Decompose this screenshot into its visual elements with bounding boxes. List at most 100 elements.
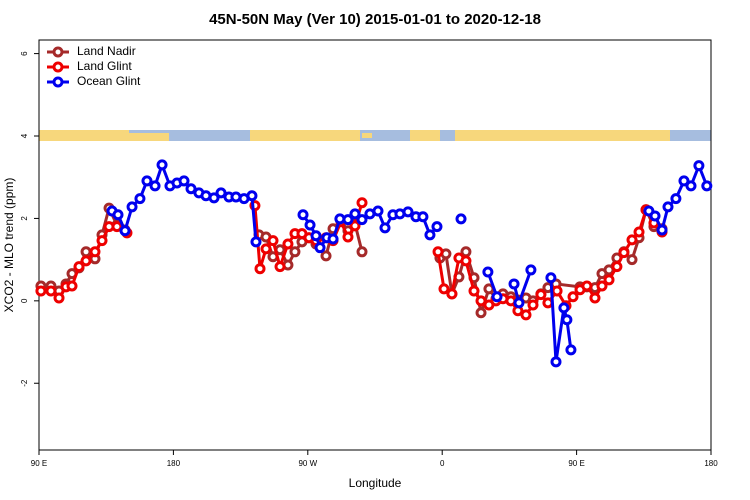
data-point [45, 285, 57, 297]
data-point [372, 205, 384, 217]
data-point [545, 272, 557, 284]
data-point [685, 180, 697, 192]
x-tick-label: 180 [704, 459, 718, 468]
legend-label: Ocean Glint [77, 74, 141, 88]
data-point [274, 261, 286, 273]
data-point [513, 297, 525, 309]
data-point [491, 291, 503, 303]
data-point [246, 190, 258, 202]
data-point [446, 288, 458, 300]
data-point [134, 193, 146, 205]
data-point [349, 220, 361, 232]
data-point [455, 213, 467, 225]
data-point [356, 214, 368, 226]
y-tick-label: -2 [20, 379, 29, 387]
data-point [432, 246, 444, 258]
data-point [626, 254, 638, 266]
data-point [260, 243, 272, 255]
data-point [618, 247, 630, 259]
plot-frame [38, 39, 712, 451]
data-point [356, 197, 368, 209]
x-tick-label: 90 W [298, 459, 317, 468]
data-point [66, 280, 78, 292]
y-tick-label: 0 [20, 298, 29, 303]
data-point [35, 285, 47, 297]
data-point [289, 246, 301, 258]
data-point [596, 280, 608, 292]
data-point [527, 299, 539, 311]
data-point [542, 297, 554, 309]
data-point [89, 246, 101, 258]
data-point [156, 159, 168, 171]
data-point [701, 180, 713, 192]
data-point [475, 295, 487, 307]
data-point [424, 229, 436, 241]
data-point [417, 211, 429, 223]
y-tick-label: 4 [20, 133, 29, 138]
data-point [96, 235, 108, 247]
data-point [662, 201, 674, 213]
x-tick-label: 0 [440, 459, 445, 468]
data-point [111, 221, 123, 233]
data-point [342, 231, 354, 243]
data-point [550, 356, 562, 368]
data-point [626, 234, 638, 246]
data-point [565, 344, 577, 356]
data-point [379, 222, 391, 234]
data-point [678, 175, 690, 187]
data-point [460, 255, 472, 267]
y-axis-label: XCO2 - MLO trend (ppm) [2, 178, 16, 313]
data-point [431, 221, 443, 233]
data-point [53, 292, 65, 304]
data-point [310, 230, 322, 242]
data-point [475, 307, 487, 319]
data-point [342, 214, 354, 226]
data-point [558, 302, 570, 314]
data-point [633, 226, 645, 238]
data-point [80, 246, 92, 258]
data-point [356, 246, 368, 258]
map-strip [39, 130, 711, 141]
data-point [320, 250, 332, 262]
x-tick-label: 90 E [568, 459, 584, 468]
data-point [482, 266, 494, 278]
data-point [297, 209, 309, 221]
legend-label: Land Glint [77, 59, 132, 73]
data-point [649, 210, 661, 222]
data-point [561, 314, 573, 326]
data-point [314, 242, 326, 254]
data-point [178, 175, 190, 187]
data-point [304, 219, 316, 231]
data-point [468, 285, 480, 297]
y-tick-label: 6 [20, 51, 29, 56]
data-point [611, 261, 623, 273]
y-tick-label: 2 [20, 216, 29, 221]
data-point [551, 285, 563, 297]
data-point [141, 175, 153, 187]
data-point [656, 224, 668, 236]
data-point [185, 183, 197, 195]
data-point [535, 289, 547, 301]
legend-label: Land Nadir [77, 44, 136, 58]
data-point [693, 160, 705, 172]
x-axis-label: Longitude [349, 476, 402, 490]
data-point [208, 192, 220, 204]
legend-marker [52, 61, 64, 73]
legend-marker [52, 46, 64, 58]
data-point [603, 274, 615, 286]
data-point [267, 235, 279, 247]
legend-marker [52, 76, 64, 88]
data-point [80, 255, 92, 267]
data-point [508, 278, 520, 290]
data-point [589, 292, 601, 304]
data-point [250, 236, 262, 248]
data-point [126, 201, 138, 213]
data-point [525, 264, 537, 276]
data-point [402, 206, 414, 218]
data-point [438, 283, 450, 295]
data-point [119, 225, 131, 237]
x-tick-label: 180 [167, 459, 181, 468]
data-point [112, 209, 124, 221]
data-point [567, 291, 579, 303]
